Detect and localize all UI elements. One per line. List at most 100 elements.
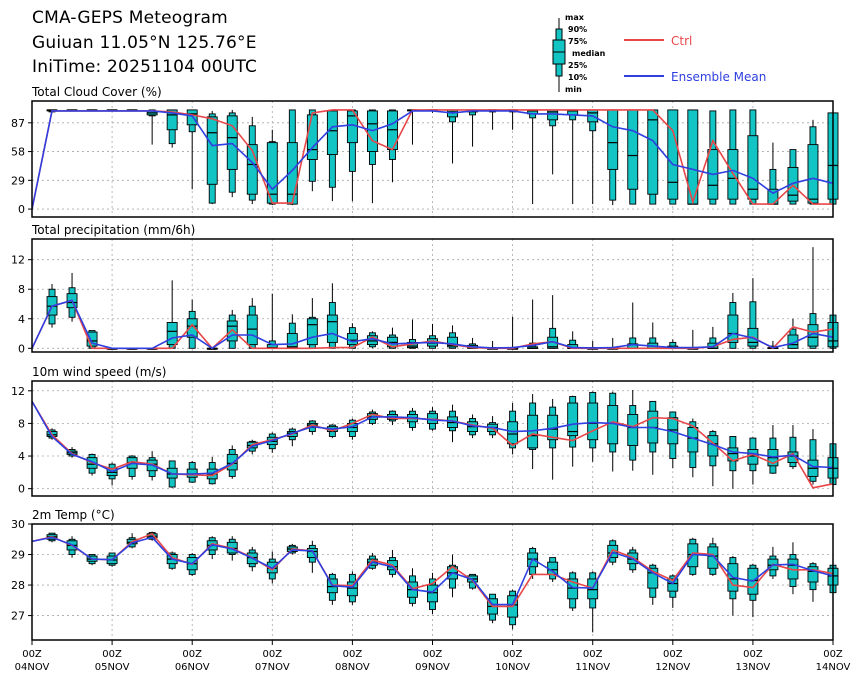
box-whisker xyxy=(66,272,78,322)
box-whisker xyxy=(507,109,519,130)
x-tick-label-hour: 00Z xyxy=(743,649,763,660)
box-whisker xyxy=(667,109,679,205)
x-tick-label-date: 06NOV xyxy=(175,662,210,673)
box-whisker xyxy=(787,318,799,349)
ctrl-series-line xyxy=(31,532,834,608)
box-whisker xyxy=(346,323,358,349)
box-p25-p75 xyxy=(306,547,318,559)
ensemble-mean-line xyxy=(31,536,834,606)
x-tick-label-hour: 00Z xyxy=(663,649,683,660)
box-whisker xyxy=(146,109,158,145)
x-tick-label-date: 13NOV xyxy=(736,662,771,673)
box-whisker xyxy=(326,283,338,349)
box-whisker xyxy=(547,295,559,349)
box-whisker xyxy=(707,110,719,205)
box-p25-p75 xyxy=(807,144,819,204)
box-p25-p75 xyxy=(186,109,198,126)
box-p25-p75 xyxy=(226,453,238,471)
box-whisker xyxy=(507,316,519,350)
box-whisker xyxy=(627,302,639,349)
box-whisker xyxy=(326,109,338,202)
box-whisker xyxy=(567,109,579,205)
ensemble-mean-line xyxy=(31,110,834,210)
box-p25-p75 xyxy=(727,314,739,343)
legend-mean-label: Ensemble Mean xyxy=(671,70,766,84)
temp-panel-title: 2m Temp (°C) xyxy=(32,508,115,522)
box-p25-p75 xyxy=(667,109,679,200)
box-p25-p75 xyxy=(607,109,619,170)
box-p25-p75 xyxy=(166,109,178,131)
legend-p90: 90% xyxy=(568,25,587,34)
box-p10-p90 xyxy=(749,301,757,349)
x-tick-label-hour: 00Z xyxy=(583,649,603,660)
box-p25-p75 xyxy=(627,413,639,446)
box-whisker xyxy=(547,109,559,175)
y-tick-label: 29 xyxy=(11,174,25,187)
box-whisker xyxy=(387,327,398,349)
x-tick-label-date: 05NOV xyxy=(95,662,130,673)
box-whisker xyxy=(767,546,779,579)
box-whisker xyxy=(467,573,478,590)
box-p25-p75 xyxy=(587,402,599,441)
box-whisker xyxy=(807,119,819,205)
box-p25-p75 xyxy=(807,566,819,583)
x-tick-label-hour: 00Z xyxy=(102,649,122,660)
legend-p10: 10% xyxy=(568,73,587,82)
x-tick-label-date: 04NOV xyxy=(15,662,50,673)
x-tick-label-hour: 00Z xyxy=(263,649,283,660)
y-tick-label: 58 xyxy=(11,146,25,159)
box-whisker xyxy=(507,403,519,455)
box-whisker xyxy=(607,391,619,472)
location-label: Guiuan 11.05°N 125.76°E xyxy=(32,33,257,53)
legend-median-label: median xyxy=(572,49,606,58)
precip-panel: Total precipitation (mm/6h) 0 4 8 12 xyxy=(11,223,839,355)
box-whisker xyxy=(767,142,779,205)
box-p25-p75 xyxy=(166,322,178,346)
temp-panel: 2m Temp (°C) 27 28 29 30 xyxy=(11,508,839,641)
box-p25-p75 xyxy=(326,314,338,343)
legend-max: max xyxy=(565,13,585,22)
box-whisker xyxy=(747,437,759,485)
box-whisker xyxy=(226,109,238,198)
box-p25-p75 xyxy=(447,336,458,348)
box-whisker xyxy=(807,562,819,602)
box-p25-p75 xyxy=(647,109,659,195)
box-p25-p75 xyxy=(306,318,318,346)
x-tick-label-date: 09NOV xyxy=(415,662,450,673)
box-whisker xyxy=(467,109,478,147)
box-p25-p75 xyxy=(326,110,338,155)
box-whisker xyxy=(106,462,118,486)
panel-frame xyxy=(31,100,834,218)
box-whisker xyxy=(266,293,278,349)
x-tick-label-date: 10NOV xyxy=(495,662,530,673)
panel-frame xyxy=(31,238,834,353)
box-p25-p75 xyxy=(567,578,579,600)
cloud-panel: Total Cloud Cover (%) 0 29 58 87 xyxy=(11,85,839,218)
box-whisker xyxy=(527,109,539,205)
box-whisker xyxy=(727,436,739,489)
box-whisker xyxy=(567,571,579,611)
box-whisker xyxy=(627,389,639,471)
x-tick-label-hour: 00Z xyxy=(343,649,363,660)
box-whisker xyxy=(647,400,659,475)
box-p25-p75 xyxy=(346,581,358,597)
box-p25-p75 xyxy=(667,578,679,592)
box-p25-p75 xyxy=(567,402,579,437)
legend-ctrl-label: Ctrl xyxy=(671,34,692,48)
y-tick-label: 4 xyxy=(18,450,25,463)
box-whisker xyxy=(727,109,739,205)
box-whisker xyxy=(747,563,759,618)
box-p25-p75 xyxy=(186,318,198,338)
box-p25-p75 xyxy=(787,334,799,349)
box-whisker xyxy=(547,398,559,480)
box-whisker xyxy=(487,593,499,624)
y-tick-label: 8 xyxy=(18,417,25,430)
y-tick-label: 12 xyxy=(11,385,25,398)
y-tick-label: 8 xyxy=(18,283,25,296)
box-whisker xyxy=(707,429,719,487)
y-tick-label: 0 xyxy=(18,342,25,355)
box-p25-p75 xyxy=(286,333,298,349)
x-axis-labels: 00Z 04NOV 00Z 05NOV 00Z 06NOV 00Z 07NOV 00Z 08NOV… xyxy=(15,640,851,673)
legend-p75: 75% xyxy=(568,37,587,46)
